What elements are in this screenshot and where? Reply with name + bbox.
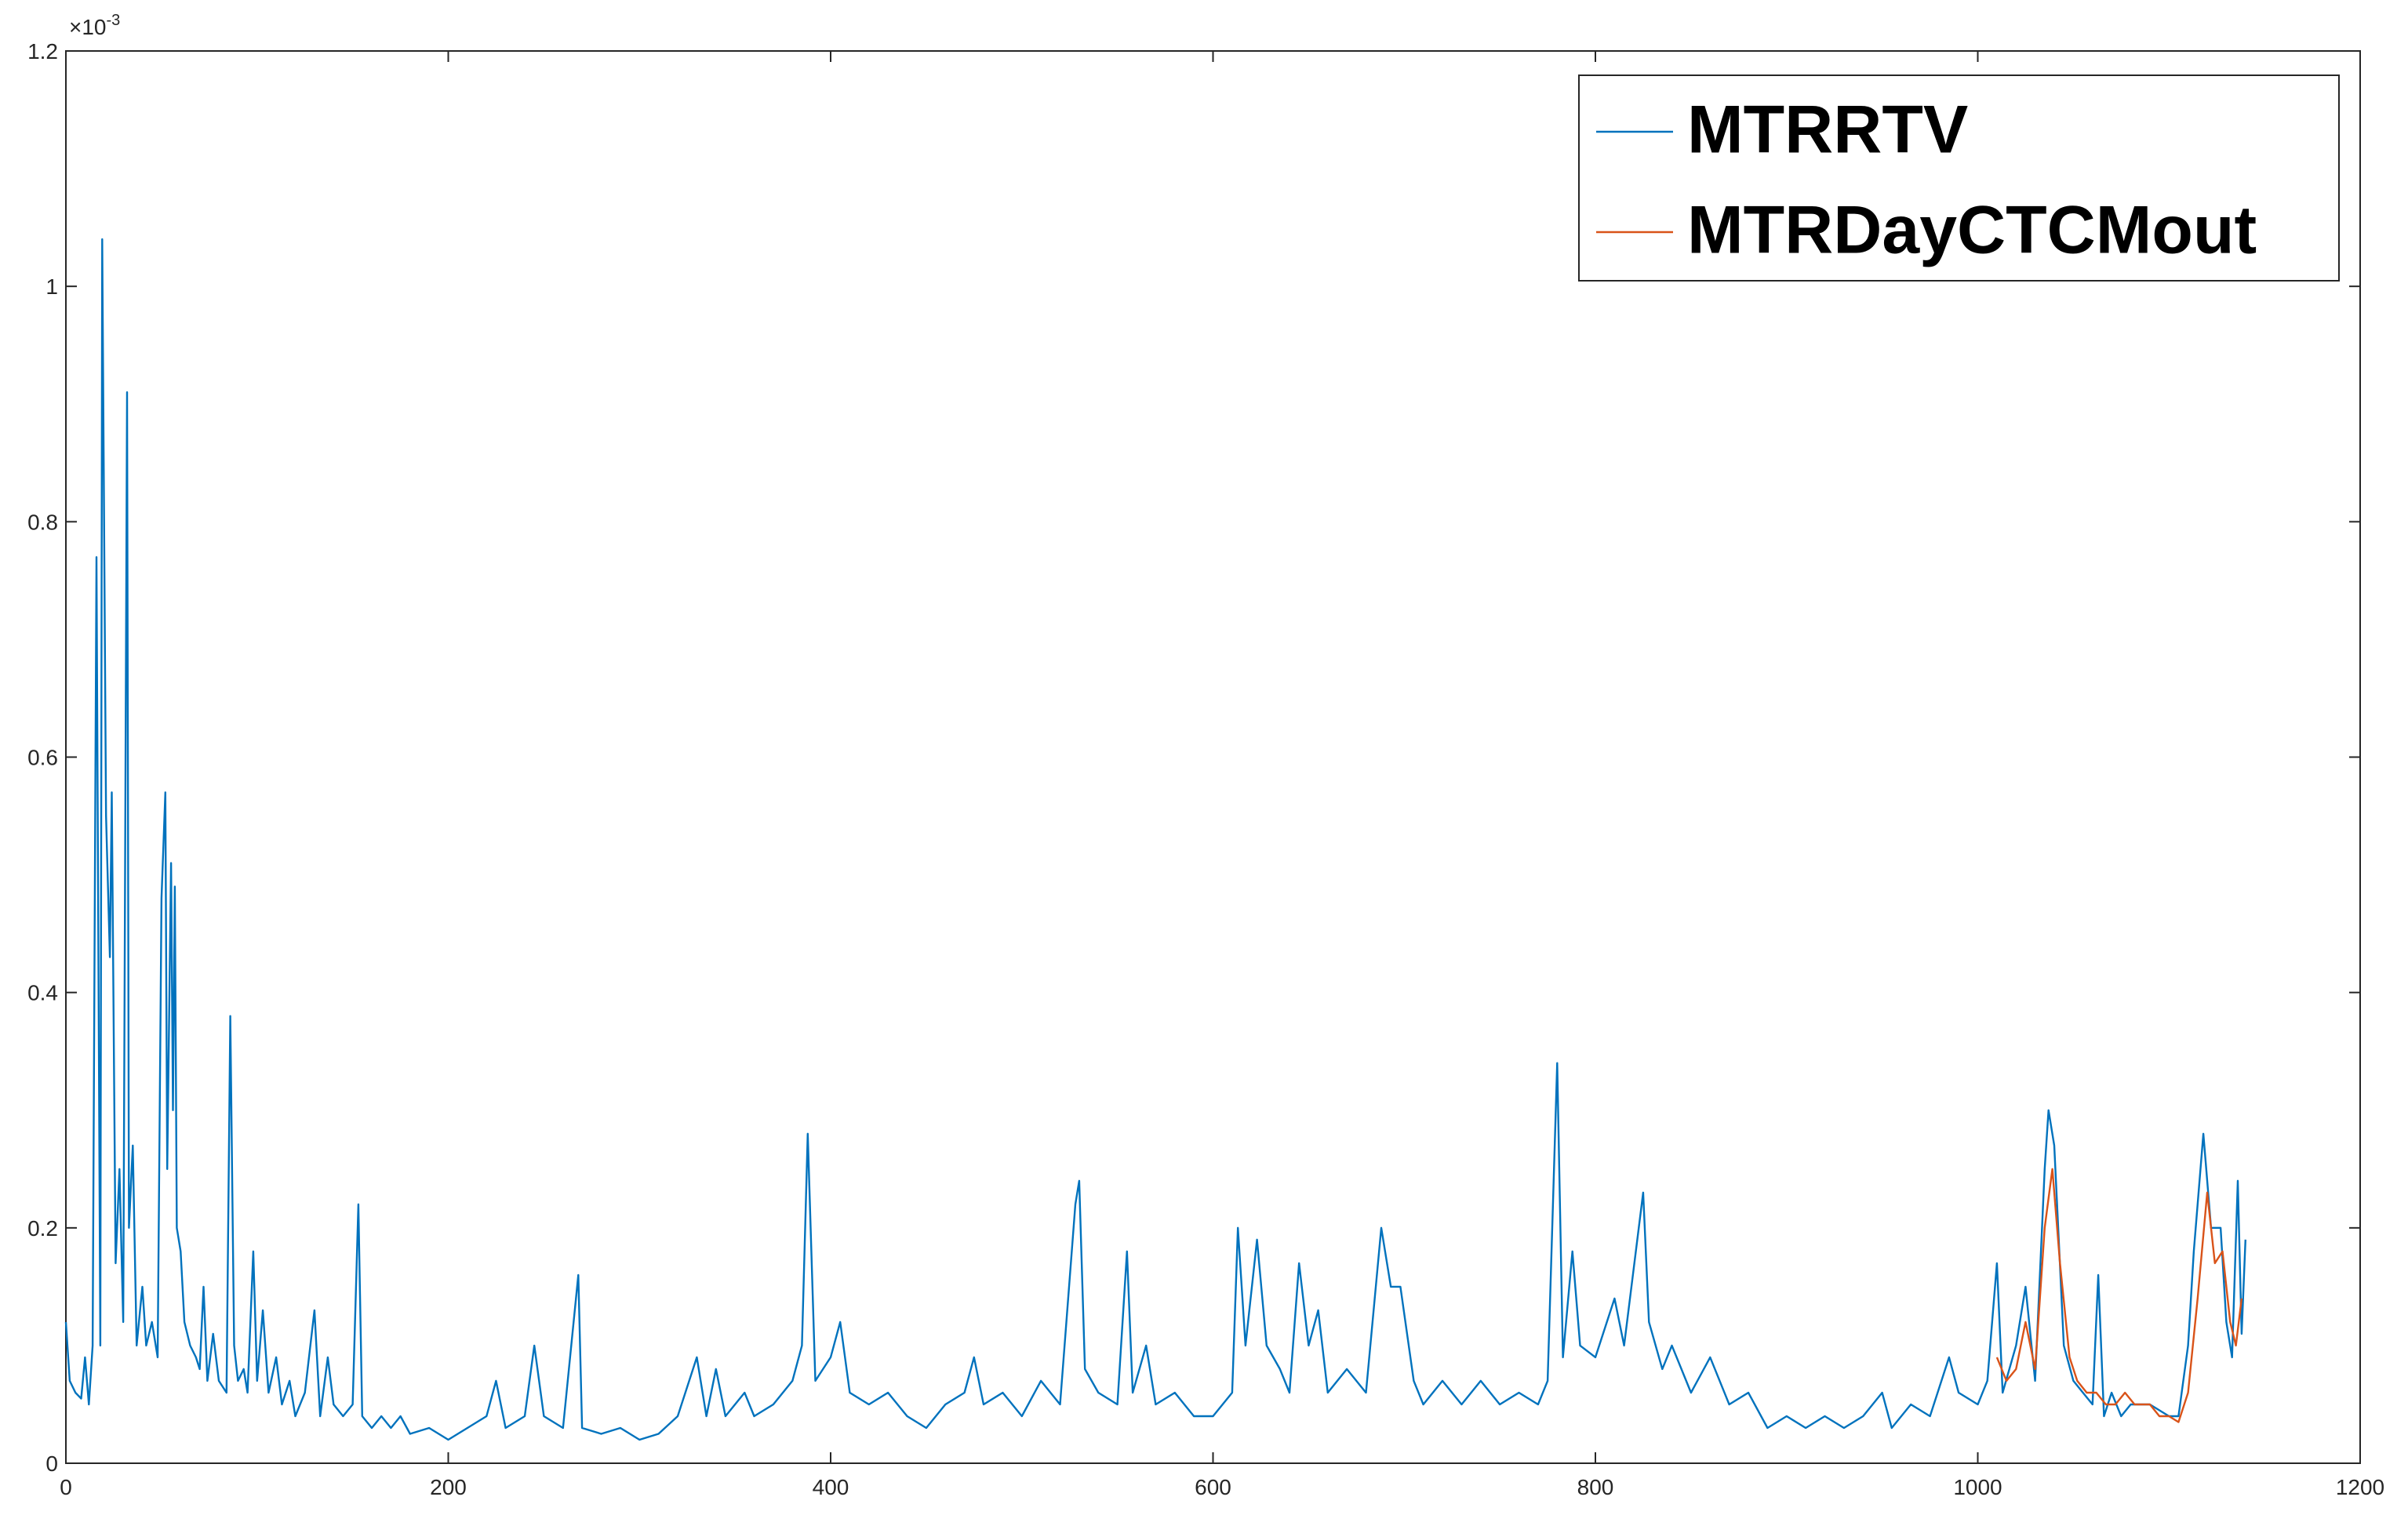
- y-tick-label: 0: [45, 1451, 58, 1476]
- y-tick-label: 1: [45, 274, 58, 299]
- x-tick-label: 200: [430, 1475, 467, 1499]
- y-tick-label: 1.2: [27, 39, 58, 64]
- x-tick-label: 1200: [2336, 1475, 2384, 1499]
- legend-label: MTRRTV: [1687, 93, 1968, 168]
- y-multiplier-exponent: -3: [107, 12, 121, 29]
- y-tick-label: 0.6: [27, 746, 58, 770]
- x-tick-label: 400: [813, 1475, 849, 1499]
- y-tick-label: 0.8: [27, 510, 58, 534]
- plot-frame: [65, 50, 2361, 1464]
- x-tick-label: 1000: [1953, 1475, 2002, 1499]
- x-tick-label: 0: [60, 1475, 72, 1499]
- y-tick-label: 0.4: [27, 981, 58, 1005]
- legend-label: MTRDayCTCMout: [1687, 193, 2257, 268]
- x-tick-label: 600: [1195, 1475, 1231, 1499]
- legend-box: [1578, 74, 2340, 282]
- y-multiplier-base: ×10: [69, 15, 107, 39]
- y-tick-label: 0.2: [27, 1216, 58, 1241]
- x-tick-label: 800: [1577, 1475, 1614, 1499]
- data-line: [64, 238, 2246, 1441]
- y-multiplier: ×10-3: [69, 12, 120, 39]
- data-line: [1995, 1168, 2243, 1423]
